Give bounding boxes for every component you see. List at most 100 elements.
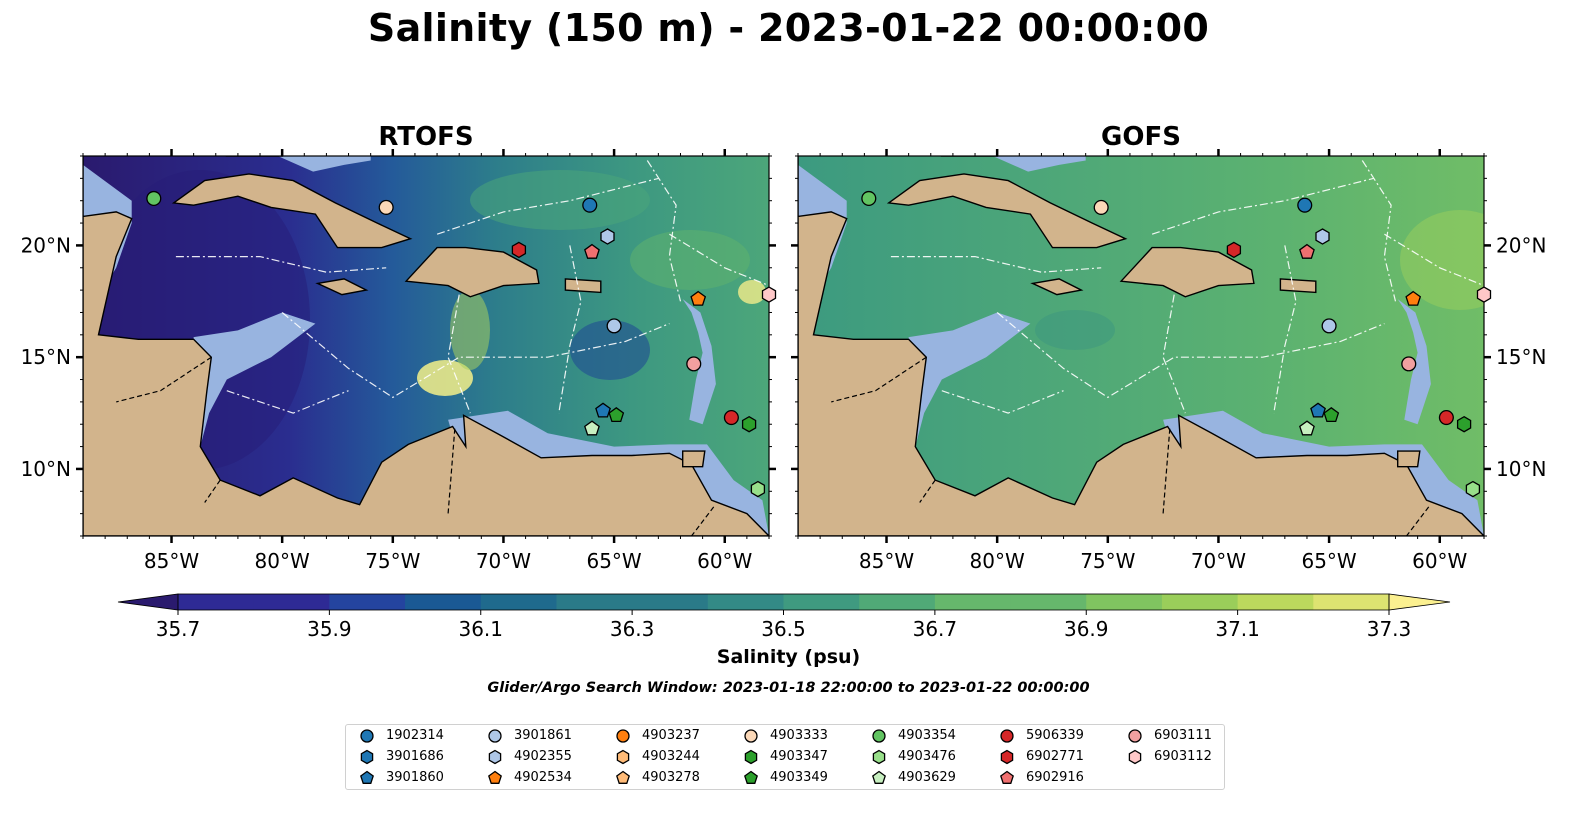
eez-boundary — [447, 294, 471, 414]
legend-label: 4902355 — [514, 749, 572, 764]
axis-ticks: 85°W 80°W 75°W 70°W 65°W 60°W 20°N 15°N 10°N 85°W… — [21, 149, 1546, 573]
legend-marker-6902916 — [1000, 770, 1014, 784]
legend-marker-6903112 — [1128, 749, 1142, 764]
legend-marker — [872, 749, 886, 764]
puerto-rico — [564, 278, 602, 294]
country-border — [691, 506, 715, 536]
legend-label: 4903354 — [898, 728, 956, 743]
legend-label: 4903237 — [642, 728, 700, 743]
trinidad — [682, 450, 706, 468]
legend-marker — [1000, 749, 1014, 764]
country-border — [831, 356, 927, 403]
lon-tick-label: 60°W — [1412, 549, 1467, 573]
legend-item: 6902916 — [998, 768, 1084, 788]
legend-marker-3901861 — [488, 728, 502, 743]
legend-marker-4903278 — [616, 770, 630, 784]
legend-label: 4903278 — [642, 770, 700, 785]
colorbar-tick-label: 37.3 — [1367, 617, 1412, 641]
float-marker-4903347 — [741, 415, 757, 433]
legend-item: 4902534 — [486, 768, 572, 788]
country-border — [1406, 506, 1430, 536]
float-marker-4902534 — [690, 290, 707, 306]
eez-boundary — [175, 256, 387, 273]
legend-marker — [744, 749, 758, 764]
legend-label: 3901686 — [386, 749, 444, 764]
eez-boundary — [281, 312, 670, 399]
lesser-antilles-shelf — [1397, 299, 1431, 425]
float-marker-4903476 — [750, 480, 766, 498]
map-panel-gofs — [798, 156, 1484, 536]
legend-marker-4903347 — [744, 749, 758, 764]
legend-label: 4903476 — [898, 749, 956, 764]
legend-label: 6903112 — [1154, 749, 1212, 764]
float-marker-4903347 — [1456, 415, 1472, 433]
float-marker-4903354 — [861, 190, 877, 207]
legend-marker — [616, 770, 630, 784]
float-marker-5906339 — [1438, 409, 1454, 426]
legend-item: 4903347 — [742, 747, 828, 767]
legend-label: 4903629 — [898, 770, 956, 785]
low-salinity-patch — [1035, 310, 1115, 350]
float-marker-4903629 — [1299, 420, 1315, 436]
float-marker-3901861 — [1321, 318, 1337, 334]
high-salinity-patch — [1400, 210, 1484, 310]
legend-marker-1902314 — [360, 728, 374, 743]
colorbar-segment — [1237, 594, 1314, 610]
legend-marker — [360, 770, 374, 784]
legend-marker-4903349 — [744, 770, 758, 784]
colorbar-segment — [1010, 594, 1087, 610]
legend-label: 4903347 — [770, 749, 828, 764]
legend-marker — [1128, 749, 1142, 764]
legend-marker-4903333 — [744, 728, 758, 743]
legend-item: 4903354 — [870, 726, 956, 746]
bahamas — [277, 156, 371, 172]
colorbar-tick-label: 37.1 — [1215, 617, 1260, 641]
legend-marker-5906339 — [1000, 728, 1014, 743]
eez-boundary — [1273, 245, 1297, 414]
panel-title-rtofs: RTOFS — [378, 122, 474, 152]
trinidad — [1397, 450, 1421, 468]
float-marker-4903354 — [146, 190, 162, 207]
legend-item: 3901686 — [358, 747, 444, 767]
florida — [225, 156, 284, 157]
lon-tick-label: 60°W — [697, 549, 752, 573]
lat-tick-label: 20°N — [1496, 233, 1546, 257]
legend-label: 6902916 — [1026, 770, 1084, 785]
eez-boundary — [996, 312, 1385, 399]
legend-marker — [872, 728, 886, 743]
float-marker-6902771 — [1226, 241, 1242, 259]
legend-item: 5906339 — [998, 726, 1084, 746]
legend-marker-4902355 — [488, 749, 502, 764]
panel-frame-gofs — [797, 155, 1485, 537]
cuba — [886, 173, 1128, 249]
jamaica — [315, 278, 369, 296]
float-marker-6903111 — [686, 356, 702, 372]
legend-label: 1902314 — [386, 728, 444, 743]
legend-item: 4902355 — [486, 747, 572, 767]
colorbar-tick-label: 36.1 — [458, 617, 503, 641]
legend-marker — [616, 728, 630, 743]
legend-marker-6903111 — [1128, 728, 1142, 743]
legend-marker-3901686 — [360, 749, 374, 764]
legend-marker — [1128, 728, 1142, 743]
legend-item: 6902771 — [998, 747, 1084, 767]
legend-marker — [360, 728, 374, 743]
legend-marker — [488, 728, 502, 743]
florida — [940, 156, 999, 157]
lon-tick-label: 65°W — [1301, 549, 1356, 573]
colorbar-segment — [934, 594, 1012, 610]
colorbar-tick-label: 35.7 — [156, 617, 201, 641]
legend-label: 4903244 — [642, 749, 700, 764]
legend-label: 4902534 — [514, 770, 572, 785]
colorbar-segment — [480, 594, 558, 610]
legend-label: 4903333 — [770, 728, 828, 743]
colorbar-segment — [632, 594, 709, 610]
nicaragua-rise — [193, 312, 316, 447]
float-marker-3901861 — [606, 318, 622, 334]
colorbar: 35.7 35.9 36.1 36.3 36.5 36.7 36.9 37.1 37.3 — [117, 593, 1451, 641]
lat-tick-label: 10°N — [21, 457, 71, 481]
lat-tick-label: 15°N — [21, 345, 71, 369]
colorbar-segment — [783, 594, 860, 610]
legend-marker — [1000, 770, 1014, 784]
